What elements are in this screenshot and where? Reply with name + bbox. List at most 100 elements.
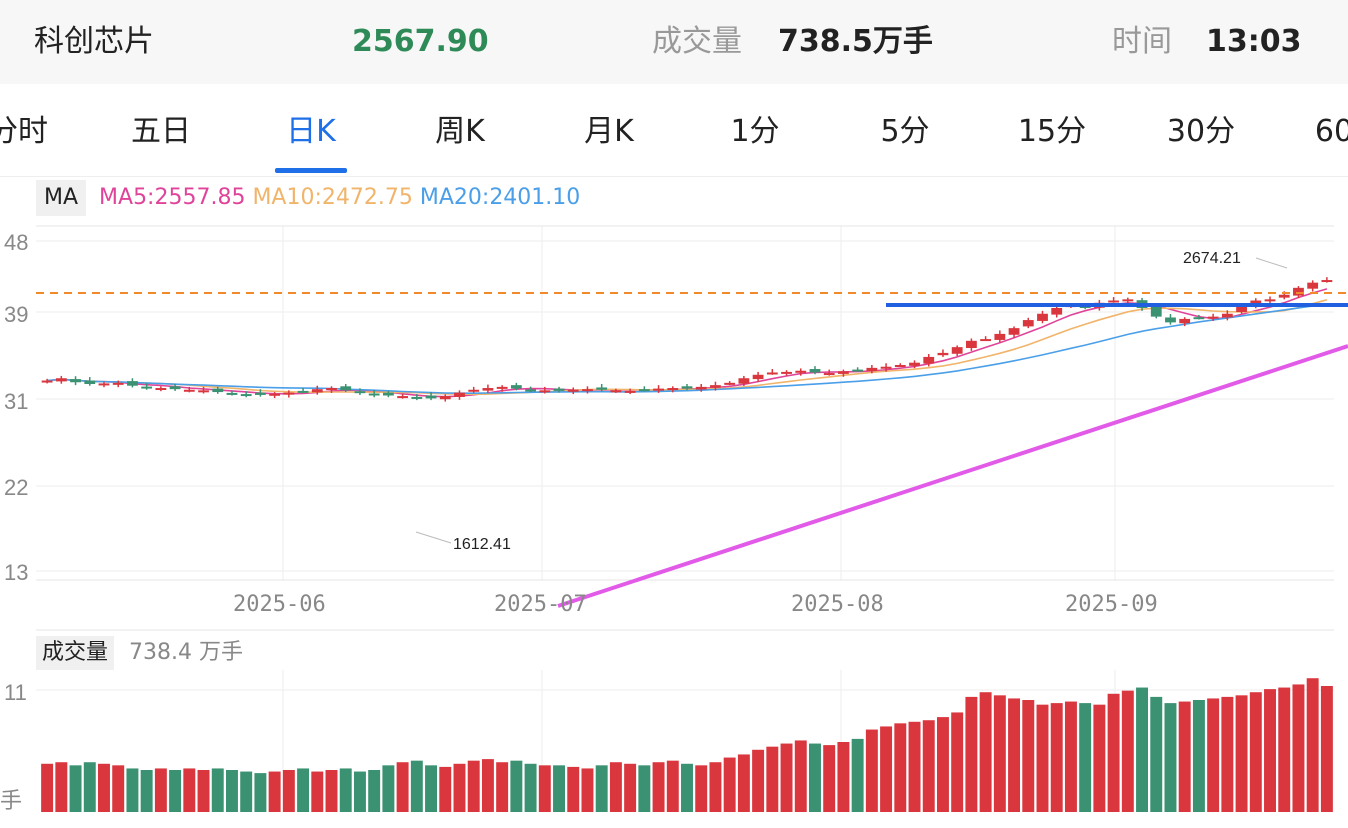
volume-bar: [695, 765, 708, 812]
volume-bar: [425, 765, 438, 812]
candle-body: [1321, 280, 1333, 283]
candle-body: [141, 386, 153, 389]
volume-bar: [652, 762, 665, 812]
volume-bar: [339, 768, 352, 812]
candle-body: [695, 386, 707, 390]
x-tick: 2025-09: [1065, 592, 1158, 617]
candle-body: [710, 385, 721, 388]
volume-bar: [240, 771, 253, 812]
tab-15min[interactable]: 15分: [1017, 114, 1087, 149]
tab-daily-k[interactable]: 日K: [286, 114, 336, 149]
volume-bar: [723, 757, 736, 812]
candle-body: [724, 382, 736, 385]
volume-bar: [1121, 690, 1134, 812]
candle-body: [539, 390, 551, 393]
volume-bar: [609, 762, 622, 812]
candle-body: [198, 390, 209, 393]
candle-body: [368, 393, 380, 396]
volume-bar: [936, 717, 949, 812]
candle-body: [70, 379, 81, 383]
tab-5min[interactable]: 5分: [880, 114, 930, 149]
tab-intraday[interactable]: 分时: [0, 114, 48, 149]
volume-label: 成交量: [652, 24, 742, 59]
candle-body: [909, 362, 920, 366]
volume-bar: [1079, 703, 1092, 812]
volume-bar: [979, 692, 992, 812]
candle-body: [41, 380, 53, 383]
candle-body: [1150, 306, 1162, 317]
candle-body: [382, 392, 394, 396]
volume-bar: [41, 763, 54, 812]
candle-body: [98, 383, 110, 386]
candle-body: [567, 389, 579, 392]
candle-body: [1051, 307, 1063, 315]
candle-body: [752, 374, 764, 380]
volume-bar: [709, 762, 722, 812]
volume-bar: [311, 771, 324, 812]
ma10-line: [47, 299, 1328, 396]
candle-body: [596, 387, 608, 390]
tab-60min[interactable]: 60: [1314, 114, 1348, 149]
ma-toggle[interactable]: MA: [36, 180, 87, 216]
volume-bar: [780, 743, 793, 812]
volume-indicator-toggle[interactable]: 成交量: [36, 636, 115, 670]
candle-body: [354, 391, 366, 394]
candle-body: [127, 381, 138, 386]
volume-bar: [951, 712, 964, 812]
candle-body: [326, 388, 337, 391]
candle-body: [84, 380, 96, 384]
candle-body: [468, 389, 480, 392]
tab-30min[interactable]: 30分: [1166, 114, 1236, 149]
axis-labels: 48 39 31 22 13 2025-06 2025-07 2025-08 2…: [0, 230, 1288, 813]
ma20-value: MA20:2401.10: [419, 185, 581, 210]
tab-weekly-k[interactable]: 周K: [435, 114, 485, 149]
volume-bar: [481, 759, 494, 812]
candle-body: [169, 386, 181, 390]
volume-bar: [538, 765, 551, 812]
volume-bar: [1050, 703, 1063, 812]
candle-body: [937, 352, 949, 356]
tab-monthly-k[interactable]: 月K: [584, 114, 634, 149]
volume-bar: [183, 768, 196, 812]
candle-body: [852, 369, 864, 372]
volume-bar: [908, 721, 921, 812]
volume-bar: [524, 763, 537, 812]
candle-body: [766, 372, 778, 375]
volume-bar: [1093, 704, 1106, 812]
candle-body: [1236, 305, 1247, 313]
tab-1min[interactable]: 1分: [730, 114, 780, 149]
volume-bar: [595, 765, 608, 812]
volume-bar: [1008, 698, 1021, 812]
time-value: 13:03: [1206, 24, 1302, 59]
volume-bar: [624, 763, 637, 812]
volume-bar: [83, 762, 96, 812]
candle-body: [1293, 287, 1304, 296]
y-tick: 39: [4, 302, 28, 327]
volume-bar: [268, 771, 281, 812]
candle-body: [311, 389, 323, 393]
candle-body: [55, 378, 67, 382]
volume-y-unit: 手: [0, 788, 22, 813]
quote-header: 科创芯片 2567.90 成交量 738.5万手 时间 13:03: [0, 0, 1348, 84]
candle-body: [1193, 317, 1205, 320]
y-tick: 13: [4, 560, 28, 585]
candle-body: [482, 388, 494, 391]
ma20-line: [47, 303, 1327, 394]
volume-bar: [752, 749, 765, 812]
candle-body: [667, 388, 679, 391]
volume-legend: 成交量 738.4 万手: [36, 636, 243, 670]
candle-body: [397, 396, 409, 399]
volume-bar: [140, 770, 153, 812]
time-label: 时间: [1112, 24, 1172, 59]
volume-bar: [496, 762, 509, 812]
candle-body: [525, 389, 536, 392]
volume-bar: [1235, 695, 1248, 812]
volume-bar: [1306, 678, 1319, 812]
volume-bar: [126, 768, 139, 812]
tab-five-day[interactable]: 五日: [131, 114, 191, 149]
high-annotation-leader: [1255, 257, 1288, 269]
volume-bar: [1292, 684, 1305, 812]
candle-body: [240, 394, 252, 397]
volume-value: 738.5万手: [778, 24, 933, 59]
